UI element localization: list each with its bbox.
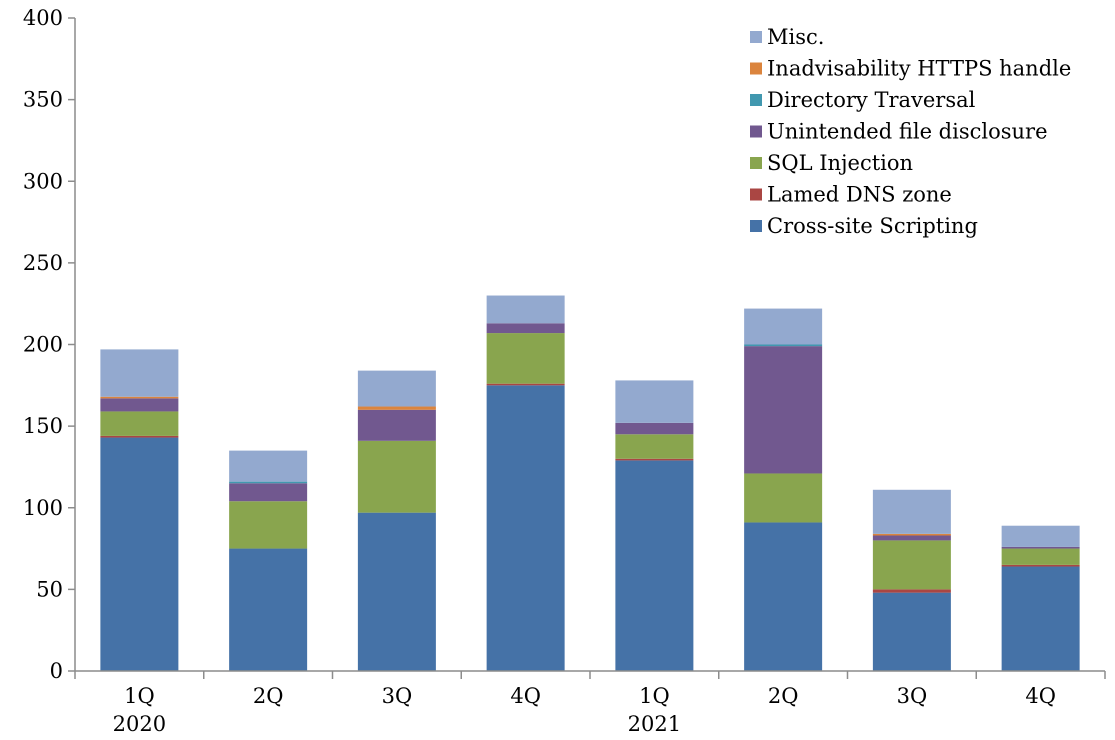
bar-segment-misc-5 bbox=[615, 380, 694, 423]
bar-segment-inadvisability-https-handle-7 bbox=[872, 533, 951, 536]
legend-label-sql-injection: SQL Injection bbox=[767, 151, 913, 175]
bar-segment-unintended-file-disclosure-7 bbox=[872, 535, 951, 541]
bar-segment-cross-site-scripting-5 bbox=[615, 460, 694, 671]
bar-segment-misc-3 bbox=[357, 370, 436, 407]
bar-segment-misc-7 bbox=[872, 489, 951, 534]
bar-segment-misc-6 bbox=[744, 308, 823, 345]
bar-segment-lamed-dns-zone-1 bbox=[100, 435, 179, 438]
legend-label-misc: Misc. bbox=[767, 25, 824, 49]
bar-segment-cross-site-scripting-4 bbox=[486, 385, 565, 671]
legend-label-unintended-file-disclosure: Unintended file disclosure bbox=[767, 120, 1048, 144]
bars-layer bbox=[100, 295, 1080, 671]
legend-swatch-sql-injection bbox=[750, 157, 762, 169]
bar-segment-unintended-file-disclosure-3 bbox=[357, 409, 436, 441]
bar-segment-inadvisability-https-handle-1 bbox=[100, 396, 179, 399]
x-tick-label: 4Q bbox=[510, 684, 541, 708]
legend: Misc. Inadvisability HTTPS handle Director… bbox=[750, 25, 1071, 238]
bar-segment-cross-site-scripting-3 bbox=[357, 512, 436, 671]
x-tick-year-label: 2020 bbox=[113, 712, 166, 736]
bar-segment-cross-site-scripting-7 bbox=[872, 592, 951, 671]
y-tick-label: 0 bbox=[50, 659, 63, 683]
bar-segment-lamed-dns-zone-5 bbox=[615, 458, 694, 461]
bar-segment-inadvisability-https-handle-3 bbox=[357, 406, 436, 410]
y-tick-label: 350 bbox=[23, 88, 63, 112]
bar-segment-unintended-file-disclosure-2 bbox=[229, 483, 308, 502]
legend-swatch-unintended-file-disclosure bbox=[750, 125, 762, 138]
x-tick-label: 2Q bbox=[768, 684, 799, 708]
x-tick-label: 2Q bbox=[253, 684, 284, 708]
bar-segment-lamed-dns-zone-8 bbox=[1001, 564, 1080, 567]
x-tick-label: 4Q bbox=[1025, 684, 1056, 708]
bar-segment-lamed-dns-zone-7 bbox=[872, 589, 951, 593]
y-tick-label: 400 bbox=[23, 6, 63, 30]
legend-swatch-cross-site-scripting bbox=[750, 220, 762, 232]
legend-label-cross-site-scripting: Cross-site Scripting bbox=[767, 214, 978, 238]
x-axis: 1Q 2020 2Q 3Q 4Q 1Q 2021 2Q 3Q 4Q bbox=[74, 670, 1106, 736]
bar-segment-sql-injection-3 bbox=[357, 440, 436, 513]
bar-segment-cross-site-scripting-8 bbox=[1001, 566, 1080, 671]
bar-segment-directory-traversal-6 bbox=[744, 344, 823, 347]
bar-segment-lamed-dns-zone-4 bbox=[486, 383, 565, 386]
y-tick-label: 250 bbox=[23, 251, 63, 275]
x-tick-label: 1Q bbox=[124, 684, 155, 708]
bar-segment-unintended-file-disclosure-6 bbox=[744, 346, 823, 474]
x-tick-label: 3Q bbox=[382, 684, 413, 708]
bar-segment-sql-injection-8 bbox=[1001, 548, 1080, 565]
y-tick-label: 200 bbox=[23, 333, 63, 357]
bar-segment-cross-site-scripting-2 bbox=[229, 548, 308, 671]
y-tick-label: 150 bbox=[23, 414, 63, 438]
bar-segment-sql-injection-2 bbox=[229, 501, 308, 549]
y-tick-label: 50 bbox=[36, 577, 63, 601]
bar-segment-cross-site-scripting-6 bbox=[744, 522, 823, 671]
bar-segment-cross-site-scripting-1 bbox=[100, 437, 179, 671]
legend-swatch-inadvisability-https-handle bbox=[750, 62, 762, 75]
bar-segment-directory-traversal-2 bbox=[229, 481, 308, 484]
legend-label-directory-traversal: Directory Traversal bbox=[767, 88, 976, 112]
bar-segment-misc-4 bbox=[486, 295, 565, 324]
bar-segment-sql-injection-6 bbox=[744, 473, 823, 523]
bar-segment-sql-injection-5 bbox=[615, 434, 694, 459]
x-tick-year-label: 2021 bbox=[628, 712, 681, 736]
bar-segment-unintended-file-disclosure-5 bbox=[615, 422, 694, 435]
y-tick-label: 300 bbox=[23, 169, 63, 193]
legend-label-lamed-dns-zone: Lamed DNS zone bbox=[767, 183, 952, 207]
legend-swatch-lamed-dns-zone bbox=[750, 188, 762, 201]
x-tick-label: 1Q bbox=[639, 684, 670, 708]
legend-label-inadvisability-https-handle: Inadvisability HTTPS handle bbox=[767, 57, 1071, 81]
legend-swatch-misc bbox=[750, 31, 762, 43]
y-tick-label: 100 bbox=[23, 496, 63, 520]
bar-segment-unintended-file-disclosure-8 bbox=[1001, 546, 1080, 549]
bar-segment-misc-8 bbox=[1001, 525, 1080, 547]
y-axis: 0 50 100 150 200 250 300 350 400 bbox=[23, 6, 76, 683]
bar-segment-misc-2 bbox=[229, 450, 308, 482]
bar-segment-unintended-file-disclosure-4 bbox=[486, 323, 565, 334]
x-tick-label: 3Q bbox=[897, 684, 928, 708]
bar-segment-misc-1 bbox=[100, 349, 179, 397]
bar-segment-sql-injection-7 bbox=[872, 540, 951, 590]
bar-segment-sql-injection-4 bbox=[486, 333, 565, 384]
legend-swatch-directory-traversal bbox=[750, 94, 762, 106]
bar-segment-sql-injection-1 bbox=[100, 411, 179, 436]
bar-segment-unintended-file-disclosure-1 bbox=[100, 398, 179, 412]
